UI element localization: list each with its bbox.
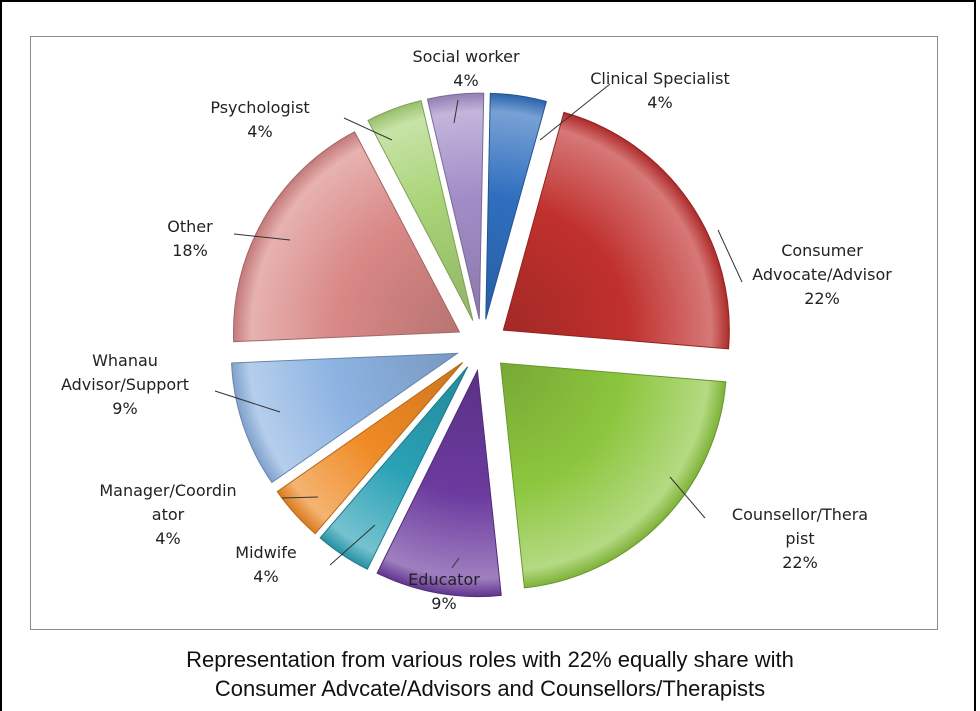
pie-slice-6 <box>231 352 460 484</box>
pie-slice-0 <box>485 92 547 320</box>
pie-slice-2 <box>500 362 727 589</box>
pie-slice-1 <box>502 111 730 350</box>
figure-caption: Representation from various roles with 2… <box>0 645 980 703</box>
leader-line-0 <box>539 83 611 141</box>
slice-label-2: Counsellor/Thera pist 22% <box>732 505 868 572</box>
leader-line-8 <box>343 117 393 141</box>
slice-label-3: Educator 9% <box>408 570 480 613</box>
pie-slice-7 <box>232 131 461 343</box>
pie-chart: Clinical Specialist 4% Consumer Advocate/Ad… <box>61 47 892 613</box>
pie-slice-9 <box>426 92 485 320</box>
pie-slice-3 <box>376 368 502 598</box>
leader-line-9 <box>453 99 459 124</box>
leader-line-5 <box>281 496 319 499</box>
slice-label-9: Social worker 4% <box>412 47 520 90</box>
leader-line-3 <box>451 557 460 569</box>
leader-line-2 <box>669 476 706 519</box>
slice-label-8: Psychologist 4% <box>210 98 309 141</box>
slice-label-6: Whanau Advisor/Support 9% <box>61 351 189 418</box>
slice-label-1: Consumer Advocate/Advisor 22% <box>752 241 892 308</box>
caption-line-2: Consumer Advcate/Advisors and Counsellor… <box>214 676 766 701</box>
chart-area <box>30 36 938 630</box>
caption-line-1: Representation from various roles with 2… <box>186 647 794 672</box>
leader-line-7 <box>233 233 291 241</box>
slice-label-0: Clinical Specialist 4% <box>590 69 729 112</box>
pie-slice-5 <box>276 362 464 535</box>
slice-label-5: Manager/Coordin ator 4% <box>99 481 236 548</box>
leader-line-6 <box>214 390 281 413</box>
slice-label-4: Midwife 4% <box>235 543 296 586</box>
slice-label-7: Other 18% <box>167 217 213 260</box>
pie-slice-8 <box>367 100 474 321</box>
pie-slice-4 <box>319 366 469 570</box>
leader-line-4 <box>329 524 376 566</box>
leader-line-1 <box>717 229 743 283</box>
